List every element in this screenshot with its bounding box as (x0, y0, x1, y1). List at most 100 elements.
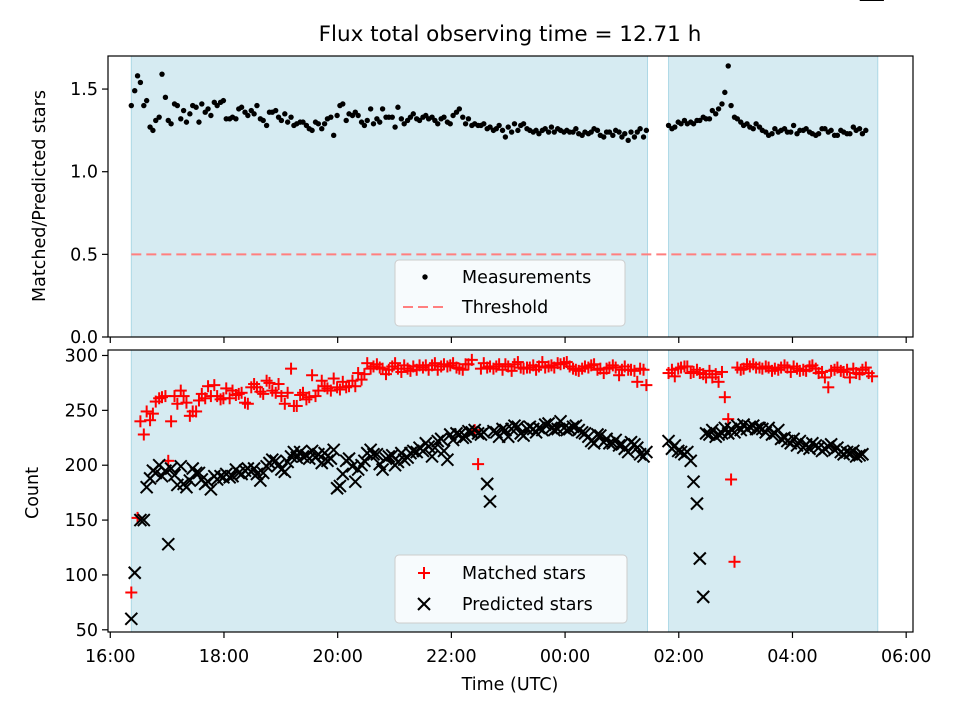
measurement-point (233, 116, 239, 122)
x-tick-label: 06:00 (881, 647, 931, 667)
predicted-star-point (375, 462, 390, 477)
matched-star-point (576, 362, 589, 375)
matched-star-point (725, 473, 738, 486)
matched-star-point (232, 387, 245, 400)
matched-star-point (715, 365, 728, 378)
matched-star-point (822, 381, 835, 394)
matched-star-point (791, 362, 804, 375)
matched-star-point (600, 362, 613, 375)
measurement-point (640, 134, 647, 140)
matched-star-point (235, 386, 248, 399)
measurement-point (859, 130, 866, 137)
matched-star-point (718, 391, 731, 404)
matched-star-point (272, 378, 285, 391)
x-tick-label: 02:00 (654, 647, 704, 667)
matched-star-point (355, 373, 368, 386)
predicted-star-point (278, 465, 292, 479)
matched-star-point (171, 397, 184, 410)
measurement-point (370, 121, 377, 127)
measurement-point (847, 130, 853, 137)
measurement-point (715, 106, 722, 112)
measurement-point (361, 122, 368, 129)
measurement-point (278, 117, 285, 124)
predicted-star-point (179, 480, 194, 494)
ratio-panel-frame (107, 55, 914, 338)
matched-star-point (834, 364, 847, 377)
predicted-star-point (348, 474, 363, 489)
matched-star-point (784, 365, 797, 378)
matched-star-point (668, 370, 681, 383)
predicted-star-point (483, 494, 497, 509)
predicted-star-point (434, 432, 448, 446)
predicted-star-point (133, 513, 148, 527)
matched-star-point (349, 380, 362, 393)
measurement-point (520, 121, 527, 127)
matched-star-point (260, 374, 273, 387)
y-tick-label: 1.0 (70, 163, 98, 183)
measurement-point (828, 127, 834, 134)
x-tick-label: 22:00 (426, 647, 476, 667)
measurement-point (750, 126, 756, 132)
measurement-point (769, 130, 775, 137)
measurement-point (631, 134, 638, 140)
predicted-star-point (855, 447, 870, 461)
predicted-star-point (771, 423, 785, 437)
measurement-point (788, 129, 794, 135)
matched-star-point (220, 382, 233, 395)
matched-star-point (239, 396, 252, 409)
matched-star-point (146, 407, 159, 420)
matched-star-point (395, 365, 408, 378)
measurement-point (214, 102, 220, 109)
measurement-point (447, 121, 453, 127)
matched-star-point (315, 374, 328, 387)
measurement-point (856, 126, 863, 132)
measurement-point (251, 111, 257, 117)
measurement-point (441, 114, 447, 120)
measurement-point (319, 126, 325, 132)
matched-star-point (346, 374, 359, 387)
matched-star-point (192, 394, 205, 407)
measurement-point (178, 116, 184, 122)
y-tick-label: 100 (65, 566, 98, 586)
predicted-star-point (128, 566, 142, 580)
matched-star-point (428, 357, 441, 370)
predicted-star-point (686, 474, 701, 489)
matched-star-point (637, 363, 650, 376)
matched-star-point (290, 399, 303, 412)
measurement-point (159, 71, 165, 77)
matched-star-point (859, 361, 872, 374)
measurement-point (343, 117, 349, 124)
predicted-star-point (161, 537, 175, 551)
measurement-point (238, 104, 245, 110)
predicted-star-point (480, 477, 494, 491)
measurement-point (728, 102, 734, 109)
matched-star-point (866, 370, 879, 383)
predicted-star-point (516, 428, 531, 443)
measurement-point (128, 102, 135, 109)
measurement-point (548, 124, 555, 130)
measurement-point (719, 101, 725, 107)
measurement-point (180, 107, 187, 114)
matched-star-point (465, 353, 478, 366)
predicted-star-point (256, 466, 270, 480)
measurement-point (193, 104, 199, 110)
measurement-point (196, 119, 202, 125)
predicted-star-point (705, 423, 720, 437)
matched-star-point (153, 392, 166, 405)
measurement-point (465, 116, 472, 122)
measurement-point (863, 127, 869, 134)
measurement-point (462, 121, 469, 127)
measurement-point (803, 126, 809, 132)
matched-star-point (490, 360, 503, 373)
matched-star-point (456, 363, 469, 376)
measurement-point (690, 121, 697, 127)
matched-star-point (140, 405, 153, 418)
matched-star-point (803, 360, 816, 373)
measurement-point (282, 111, 288, 117)
matched-star-point (257, 387, 270, 400)
measurement-point (573, 126, 579, 132)
count-y-ticks: 50 100 150 200 250 300 (65, 346, 108, 641)
matched-star-point (606, 359, 619, 372)
matched-star-point (300, 393, 313, 406)
measurement-point (706, 116, 713, 122)
